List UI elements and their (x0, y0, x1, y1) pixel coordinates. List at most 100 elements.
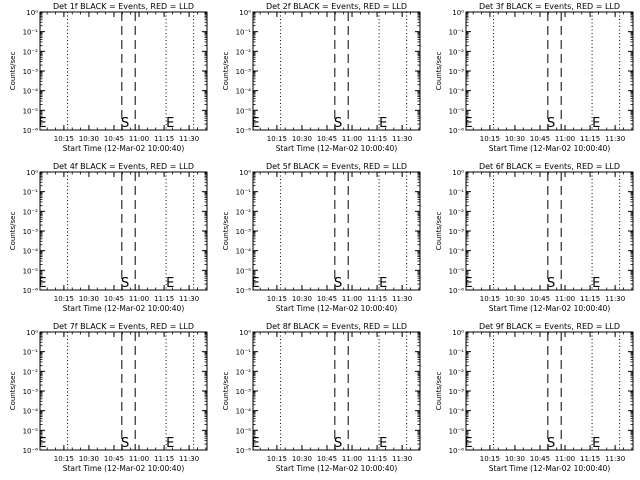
plot-frame (39, 11, 208, 131)
panel-det-6: Det 6f BLACK = Events, RED = LLD Counts/s… (435, 162, 634, 313)
x-tick-label: 11:00 (129, 295, 149, 303)
y-tick-label: 10⁻⁵ (23, 107, 39, 115)
y-tick-label: 10⁻⁶ (449, 127, 465, 135)
y-axis-label: Counts/sec (222, 372, 230, 411)
x-tick-label: 10:15 (54, 295, 74, 303)
y-tick-label: 10⁻⁵ (23, 427, 39, 435)
marker-e: E (38, 436, 46, 451)
y-tick-label: 10⁻⁵ (236, 107, 252, 115)
y-tick-label: 10⁰ (26, 329, 38, 337)
y-tick-label: 10⁻⁶ (23, 447, 39, 455)
x-tick-label: 11:30 (605, 455, 625, 463)
y-tick-label: 10⁻⁶ (236, 287, 252, 295)
marker-s: S (334, 116, 342, 131)
y-tick-label: 10⁻⁴ (236, 408, 252, 416)
marker-e: E (592, 276, 600, 291)
y-tick-label: 10⁻⁴ (23, 408, 39, 416)
y-tick-label: 10⁻² (23, 208, 39, 216)
x-tick-label: 11:15 (580, 135, 600, 143)
marker-e: E (251, 436, 259, 451)
x-tick-label: 11:30 (605, 135, 625, 143)
x-tick-label: 11:15 (154, 455, 174, 463)
plot-frame (465, 11, 634, 131)
x-tick-label: 11:00 (342, 295, 362, 303)
panel-title: Det 7f BLACK = Events, RED = LLD (53, 322, 194, 331)
x-tick-label: 11:00 (129, 135, 149, 143)
y-tick-label: 10⁻¹ (23, 349, 39, 357)
x-axis-label: Start Time (12-Mar-02 10:00:40) (63, 464, 185, 473)
y-tick-label: 10⁻⁴ (449, 408, 465, 416)
marker-s: S (334, 276, 342, 291)
y-tick-label: 10⁻⁵ (449, 107, 465, 115)
x-tick-label: 10:30 (292, 295, 312, 303)
y-tick-label: 10⁻⁵ (449, 267, 465, 275)
x-tick-label: 10:30 (292, 135, 312, 143)
marker-e: E (464, 276, 472, 291)
x-tick-label: 11:00 (129, 455, 149, 463)
y-axis-label: Counts/sec (222, 52, 230, 91)
marker-s: S (334, 436, 342, 451)
y-tick-label: 10⁻⁴ (23, 248, 39, 256)
x-tick-label: 10:15 (54, 135, 74, 143)
marker-e: E (38, 116, 46, 131)
x-tick-label: 10:45 (530, 455, 550, 463)
x-axis-label: Start Time (12-Mar-02 10:00:40) (276, 304, 398, 313)
y-tick-label: 10⁻² (449, 208, 465, 216)
marker-e: E (592, 116, 600, 131)
marker-e: E (166, 436, 174, 451)
y-tick-label: 10⁻⁴ (236, 88, 252, 96)
x-tick-label: 11:00 (342, 135, 362, 143)
x-tick-label: 11:15 (154, 295, 174, 303)
x-tick-label: 10:30 (79, 455, 99, 463)
x-axis-label: Start Time (12-Mar-02 10:00:40) (489, 464, 611, 473)
marker-e: E (251, 116, 259, 131)
y-tick-label: 10⁻⁶ (23, 127, 39, 135)
marker-s: S (121, 436, 129, 451)
marker-e: E (38, 276, 46, 291)
y-tick-label: 10⁰ (239, 9, 251, 17)
y-tick-label: 10⁻³ (449, 228, 465, 236)
x-tick-label: 10:15 (267, 455, 287, 463)
panel-det-8: Det 8f BLACK = Events, RED = LLD Counts/s… (222, 322, 421, 473)
panel-title: Det 6f BLACK = Events, RED = LLD (479, 162, 620, 171)
y-tick-label: 10⁻¹ (449, 189, 465, 197)
x-tick-label: 10:15 (480, 295, 500, 303)
y-tick-label: 10⁻⁴ (236, 248, 252, 256)
plot-frame (252, 331, 421, 451)
x-tick-label: 10:15 (267, 135, 287, 143)
panel-title: Det 1f BLACK = Events, RED = LLD (53, 2, 194, 11)
x-tick-label: 10:30 (292, 455, 312, 463)
panel-title: Det 4f BLACK = Events, RED = LLD (53, 162, 194, 171)
x-tick-label: 11:15 (580, 455, 600, 463)
y-tick-label: 10⁻¹ (23, 189, 39, 197)
y-tick-label: 10⁻¹ (449, 349, 465, 357)
plot-frame (39, 171, 208, 291)
marker-s: S (547, 436, 555, 451)
x-tick-label: 10:45 (104, 295, 124, 303)
y-tick-label: 10⁻⁵ (449, 427, 465, 435)
marker-e: E (251, 276, 259, 291)
panel-det-9: Det 9f BLACK = Events, RED = LLD Counts/s… (435, 322, 634, 473)
x-tick-label: 11:30 (179, 455, 199, 463)
x-tick-label: 11:30 (392, 135, 412, 143)
panel-det-5: Det 5f BLACK = Events, RED = LLD Counts/s… (222, 162, 421, 313)
y-tick-label: 10⁻⁴ (449, 88, 465, 96)
y-tick-label: 10⁰ (26, 9, 38, 17)
y-tick-label: 10⁰ (239, 169, 251, 177)
y-tick-label: 10⁻³ (236, 388, 252, 396)
plot-frame (39, 331, 208, 451)
y-axis-label: Counts/sec (222, 212, 230, 251)
x-tick-label: 11:30 (179, 135, 199, 143)
y-tick-label: 10⁰ (452, 329, 464, 337)
panel-title: Det 2f BLACK = Events, RED = LLD (266, 2, 407, 11)
y-tick-label: 10⁻³ (23, 68, 39, 76)
y-tick-label: 10⁻⁵ (236, 267, 252, 275)
x-axis-label: Start Time (12-Mar-02 10:00:40) (489, 144, 611, 153)
y-tick-label: 10⁻⁶ (236, 447, 252, 455)
y-axis-label: Counts/sec (9, 372, 17, 411)
x-tick-label: 10:45 (104, 135, 124, 143)
y-tick-label: 10⁻⁶ (449, 287, 465, 295)
x-tick-label: 11:30 (392, 295, 412, 303)
plot-frame (252, 11, 421, 131)
x-tick-label: 10:45 (317, 295, 337, 303)
